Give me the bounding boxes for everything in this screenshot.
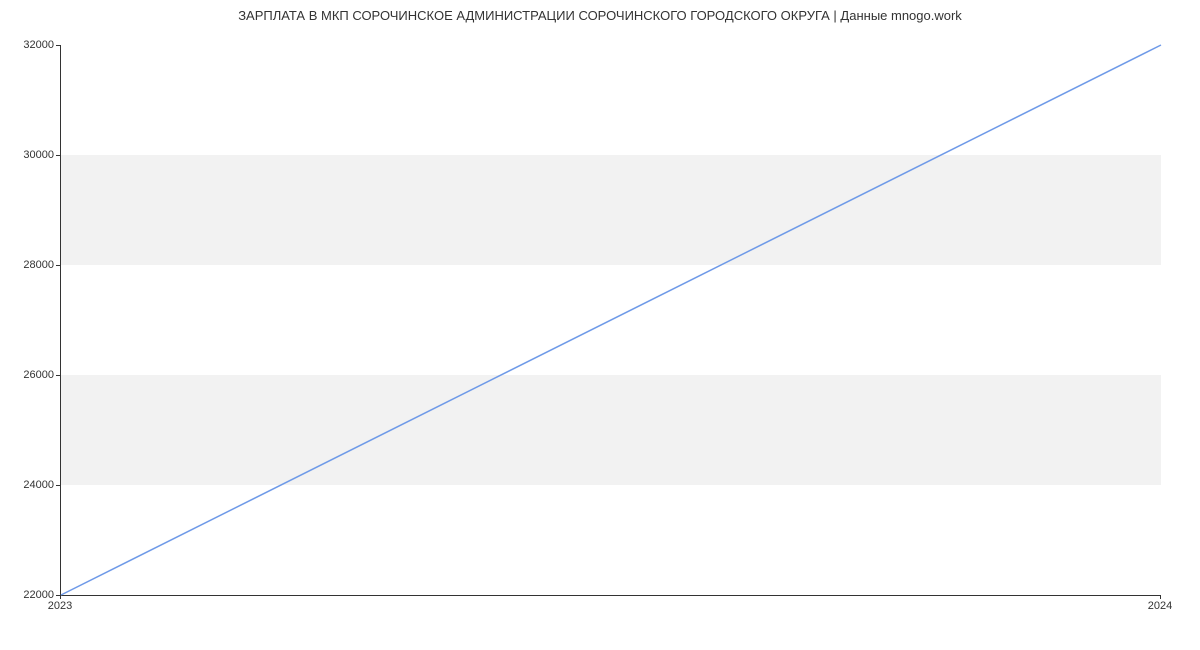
plot-area [60, 45, 1161, 596]
x-tick-label: 2024 [1148, 600, 1172, 612]
salary-line-chart: ЗАРПЛАТА В МКП СОРОЧИНСКОЕ АДМИНИСТРАЦИИ… [0, 0, 1200, 650]
line-layer [61, 45, 1161, 595]
y-tick-label: 24000 [23, 479, 54, 491]
y-tick-mark [56, 265, 60, 266]
y-tick-label: 30000 [23, 149, 54, 161]
y-tick-mark [56, 375, 60, 376]
y-tick-mark [56, 45, 60, 46]
y-tick-label: 26000 [23, 369, 54, 381]
y-tick-mark [56, 485, 60, 486]
chart-title: ЗАРПЛАТА В МКП СОРОЧИНСКОЕ АДМИНИСТРАЦИИ… [0, 8, 1200, 23]
y-tick-label: 28000 [23, 259, 54, 271]
y-tick-label: 32000 [23, 39, 54, 51]
series-line-salary [61, 45, 1161, 595]
x-tick-mark [1160, 595, 1161, 599]
y-tick-mark [56, 155, 60, 156]
x-tick-mark [60, 595, 61, 599]
x-tick-label: 2023 [48, 600, 72, 612]
